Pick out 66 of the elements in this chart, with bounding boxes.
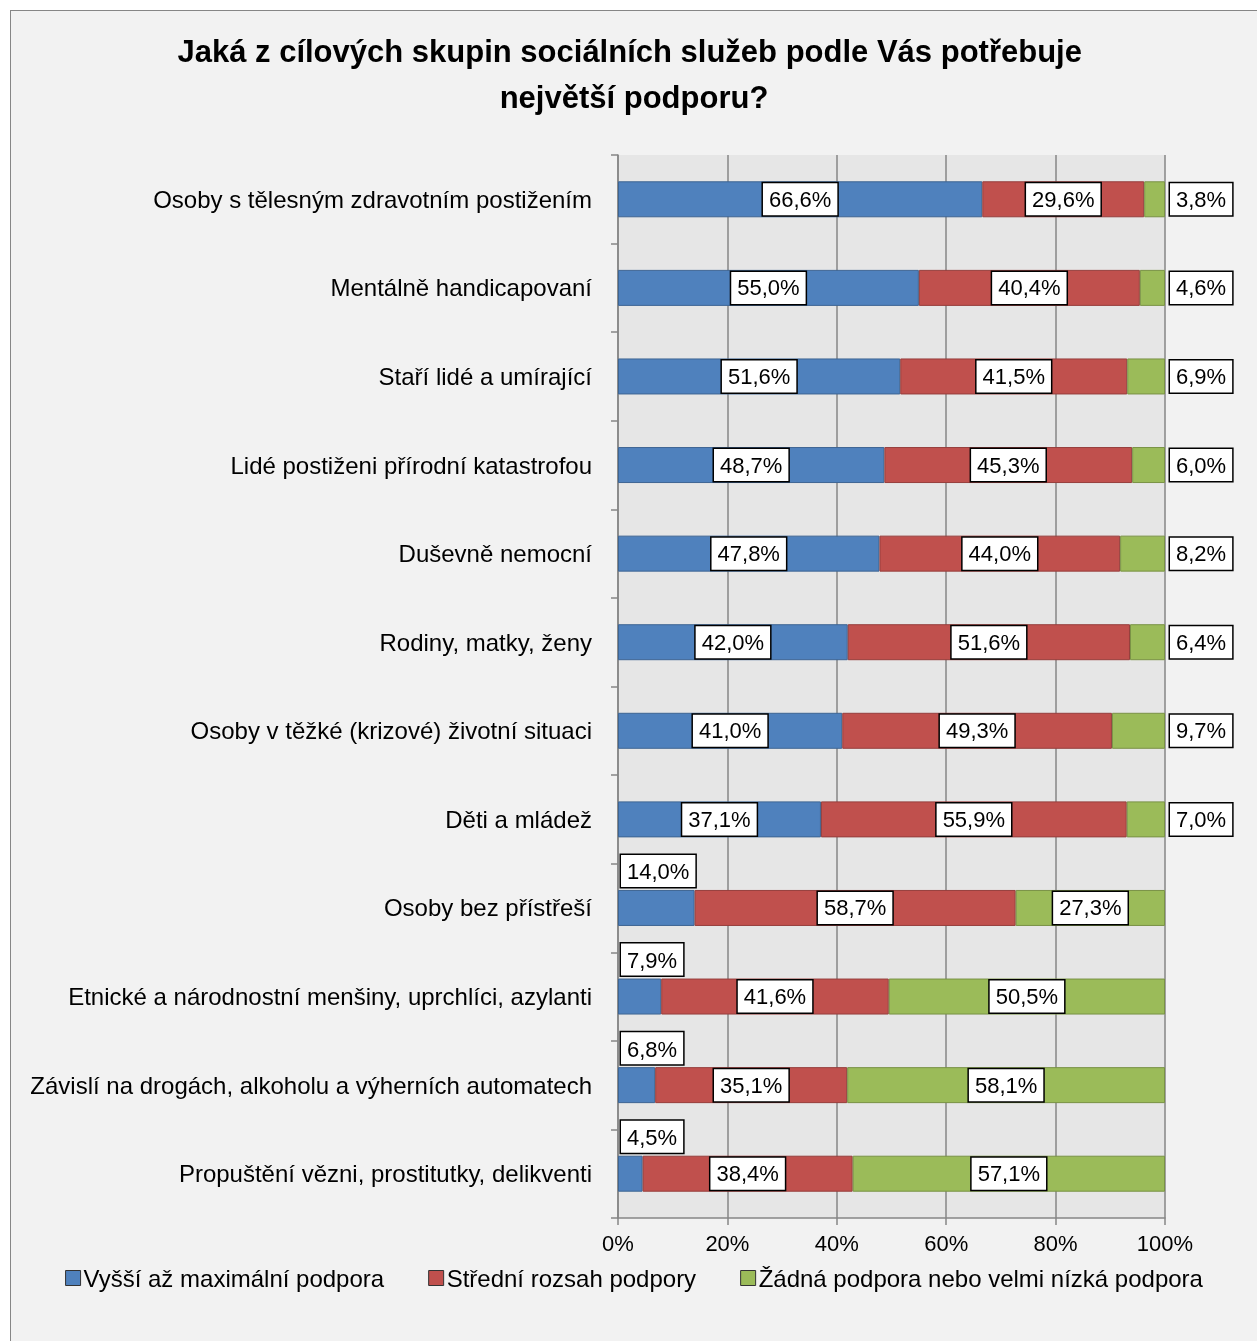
y-tick-label: Osoby s tělesným zdravotním postižením: [153, 185, 592, 213]
data-label: 3,8%: [1176, 186, 1227, 212]
data-label: 7,9%: [627, 948, 678, 974]
data-label: 49,3%: [945, 718, 1009, 744]
bar: [1126, 801, 1165, 838]
data-label: 41,5%: [982, 363, 1045, 389]
y-tick-label: Děti a mládež: [445, 805, 592, 833]
data-label: 58,7%: [823, 895, 887, 921]
data-label: 48,7%: [720, 452, 783, 478]
data-label: 42,0%: [701, 629, 765, 655]
y-tick-label: Etnické a národnostní menšiny, uprchlíci, azylanti: [68, 983, 592, 1011]
x-tick-label: 40%: [814, 1230, 859, 1256]
x-tick-label: 100%: [1136, 1230, 1194, 1256]
data-label: 66,6%: [768, 186, 832, 212]
bar: [1144, 181, 1165, 218]
x-tick-label: 60%: [924, 1230, 969, 1256]
bar: [1120, 535, 1165, 572]
data-label: 45,3%: [977, 452, 1040, 478]
data-label: 40,4%: [998, 275, 1061, 301]
chart-title: Jaká z cílových skupin sociálních služeb podle Vás potřebuje největší podporu?: [177, 33, 1091, 115]
data-label: 44,0%: [968, 541, 1031, 567]
bar: [1132, 447, 1165, 484]
data-label: 27,3%: [1059, 895, 1122, 921]
data-label: 6,8%: [627, 1036, 678, 1062]
data-label: 37,1%: [688, 806, 751, 832]
bar: [1139, 269, 1165, 306]
y-tick-label: Osoby bez přístřeší: [383, 894, 593, 922]
data-label: 6,0%: [1176, 452, 1227, 478]
y-tick-label: Lidé postiženi přírodní katastrofou: [230, 451, 592, 479]
y-tick-label: Závislí na drogách, alkoholu a výherních automatech: [30, 1071, 592, 1099]
x-tick-label: 0%: [602, 1230, 634, 1256]
y-tick-label: Staří lidé a umírající: [378, 362, 593, 390]
y-tick-label: Propuštění vězni, prostitutky, delikventi: [178, 1160, 592, 1188]
legend-label: Žádná podpora nebo velmi nízká podpora: [758, 1264, 1204, 1292]
data-label: 50,5%: [995, 984, 1059, 1010]
data-label: 55,0%: [737, 275, 800, 301]
data-label: 55,9%: [942, 806, 1006, 832]
y-tick-label: Mentálně handicapovaní: [330, 274, 593, 302]
data-label: 51,6%: [957, 629, 1021, 655]
data-label: 6,9%: [1176, 363, 1227, 389]
data-label: 47,8%: [717, 541, 780, 567]
data-label: 41,0%: [698, 718, 762, 744]
data-label: 7,0%: [1176, 806, 1227, 832]
legend-label: Střední rozsah podpory: [446, 1264, 697, 1292]
data-label: 8,2%: [1176, 541, 1227, 567]
y-tick-label: Osoby v těžké (krizové) životní situaci: [190, 717, 592, 745]
y-tick-label: Duševně nemocní: [398, 540, 593, 568]
data-label: 58,1%: [974, 1072, 1038, 1098]
data-label: 51,6%: [727, 363, 791, 389]
data-label: 57,1%: [977, 1161, 1041, 1187]
y-tick-label: Rodiny, matky, ženy: [379, 628, 592, 656]
data-label: 6,4%: [1176, 629, 1227, 655]
data-label: 4,6%: [1176, 275, 1227, 301]
bar: [1129, 624, 1165, 661]
data-label: 35,1%: [720, 1072, 783, 1098]
data-label: 41,6%: [743, 984, 807, 1010]
data-label: 38,4%: [716, 1161, 779, 1187]
data-label: 9,7%: [1176, 718, 1227, 744]
data-label: 29,6%: [1032, 186, 1095, 212]
bar: [1111, 712, 1165, 749]
x-tick-label: 80%: [1033, 1230, 1078, 1256]
x-tick-label: 20%: [705, 1230, 750, 1256]
data-label: 4,5%: [627, 1125, 678, 1151]
data-label: 14,0%: [627, 859, 690, 885]
legend-label: Vyšší až maximální podpora: [83, 1264, 385, 1292]
bar: [1127, 358, 1165, 395]
